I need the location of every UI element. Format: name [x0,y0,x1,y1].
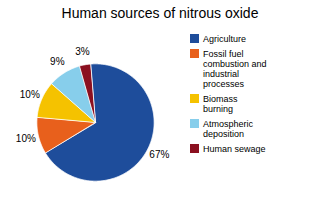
html-text:Biomass burning: Biomass burning [203,94,238,114]
svg-text:10%: 10% [20,89,40,100]
html-text:Atmospheric deposition: Atmospheric deposition [203,119,253,139]
svg-text:3%: 3% [75,46,90,57]
html-text:Human sewage: Human sewage [203,144,266,154]
svg-text:10%: 10% [16,133,36,144]
html-text:Human sources of nitrous oxide: Human sources of nitrous oxide [61,5,259,21]
html-text:Fossil fuel combustion and ind: Fossil fuel combustion and industrial pr… [203,49,267,89]
html-text:Agriculture: Agriculture [203,34,246,44]
svg-text:9%: 9% [50,56,65,67]
svg-text:67%: 67% [149,149,169,160]
